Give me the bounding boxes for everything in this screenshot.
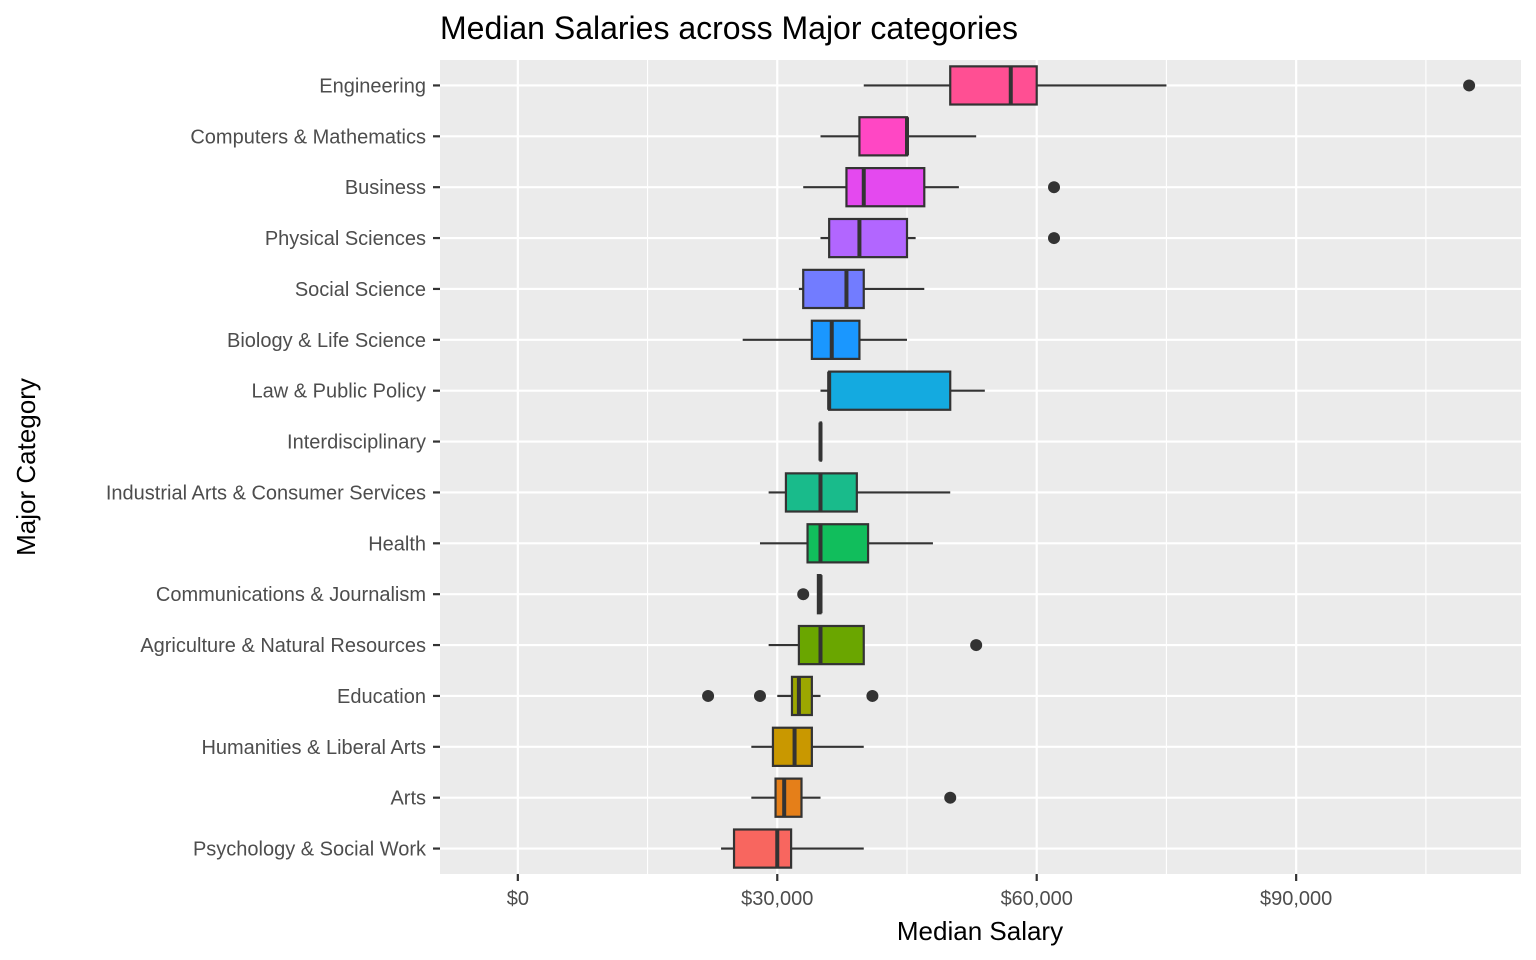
y-axis-title: Major Category [11, 378, 41, 556]
box-iqr [828, 370, 952, 411]
box-iqr [732, 828, 793, 869]
box-iqr [790, 675, 813, 717]
box-psychology-social-work [721, 828, 864, 869]
outlier-point [1048, 181, 1061, 194]
box-biology-life-science [742, 319, 907, 360]
outlier-point [944, 791, 957, 804]
box-computers-mathematics [820, 116, 977, 157]
box-communications-journalism [797, 574, 823, 615]
y-tick-label: Humanities & Liberal Arts [201, 737, 426, 759]
box-iqr [949, 65, 1038, 106]
y-tick-label: Interdisciplinary [287, 432, 426, 454]
box-iqr [806, 523, 870, 564]
x-axis-title: Median Salary [897, 916, 1063, 946]
box-iqr [845, 167, 926, 208]
y-tick-label: Biology & Life Science [227, 330, 426, 352]
y-tick-label: Agriculture & Natural Resources [140, 635, 426, 657]
y-tick-label: Social Science [295, 279, 426, 301]
outlier-point [866, 689, 879, 702]
box-engineering [863, 65, 1476, 106]
y-tick-label: Law & Public Policy [251, 381, 426, 403]
y-tick-label: Business [345, 177, 426, 199]
outlier-point [1048, 232, 1061, 245]
box-social-science [798, 268, 925, 310]
x-tick-label: $30,000 [741, 888, 813, 910]
outlier-point [1463, 79, 1476, 92]
x-axis: $0 $30,000 $60,000 $90,000 [507, 874, 1332, 910]
box-physical-sciences [820, 217, 1061, 259]
boxes [702, 65, 1476, 869]
plot-panel [440, 60, 1521, 874]
x-tick-label: $60,000 [1001, 888, 1073, 910]
box-agriculture-natural-resources [768, 624, 983, 666]
box-iqr [797, 624, 865, 666]
gridlines [440, 60, 1521, 874]
x-tick-label: $0 [507, 888, 529, 910]
y-tick-label: Psychology & Social Work [193, 839, 427, 861]
box-iqr [810, 319, 861, 360]
outlier-point [753, 689, 766, 702]
x-tick-label: $90,000 [1260, 888, 1332, 910]
box-iqr [802, 268, 865, 310]
box-education [702, 675, 879, 717]
box-humanities-liberal-arts [751, 726, 864, 767]
y-tick-label: Computers & Mathematics [190, 126, 426, 148]
box-arts [751, 777, 957, 818]
box-iqr [828, 217, 909, 259]
y-tick-label: Industrial Arts & Consumer Services [106, 482, 426, 504]
box-iqr [774, 777, 803, 818]
box-iqr [771, 726, 813, 767]
box-industrial-arts-consumer-services [768, 472, 951, 513]
y-axis: Engineering Computers & Mathematics Busine… [106, 75, 440, 861]
box-iqr [858, 116, 909, 157]
box-law-public-policy [820, 370, 985, 411]
y-tick-label: Physical Sciences [265, 228, 426, 250]
box-health [759, 523, 933, 564]
chart-title: Median Salaries across Major categories [440, 10, 1018, 46]
y-tick-label: Health [368, 533, 426, 555]
y-tick-label: Engineering [319, 75, 426, 97]
outlier-point [797, 588, 810, 601]
box-interdisciplinary [818, 421, 823, 462]
y-tick-label: Communications & Journalism [156, 584, 426, 606]
outlier-point [702, 689, 715, 702]
y-tick-label: Arts [390, 788, 426, 810]
outlier-point [970, 639, 983, 652]
box-business [803, 167, 1061, 208]
y-tick-label: Education [337, 686, 426, 708]
